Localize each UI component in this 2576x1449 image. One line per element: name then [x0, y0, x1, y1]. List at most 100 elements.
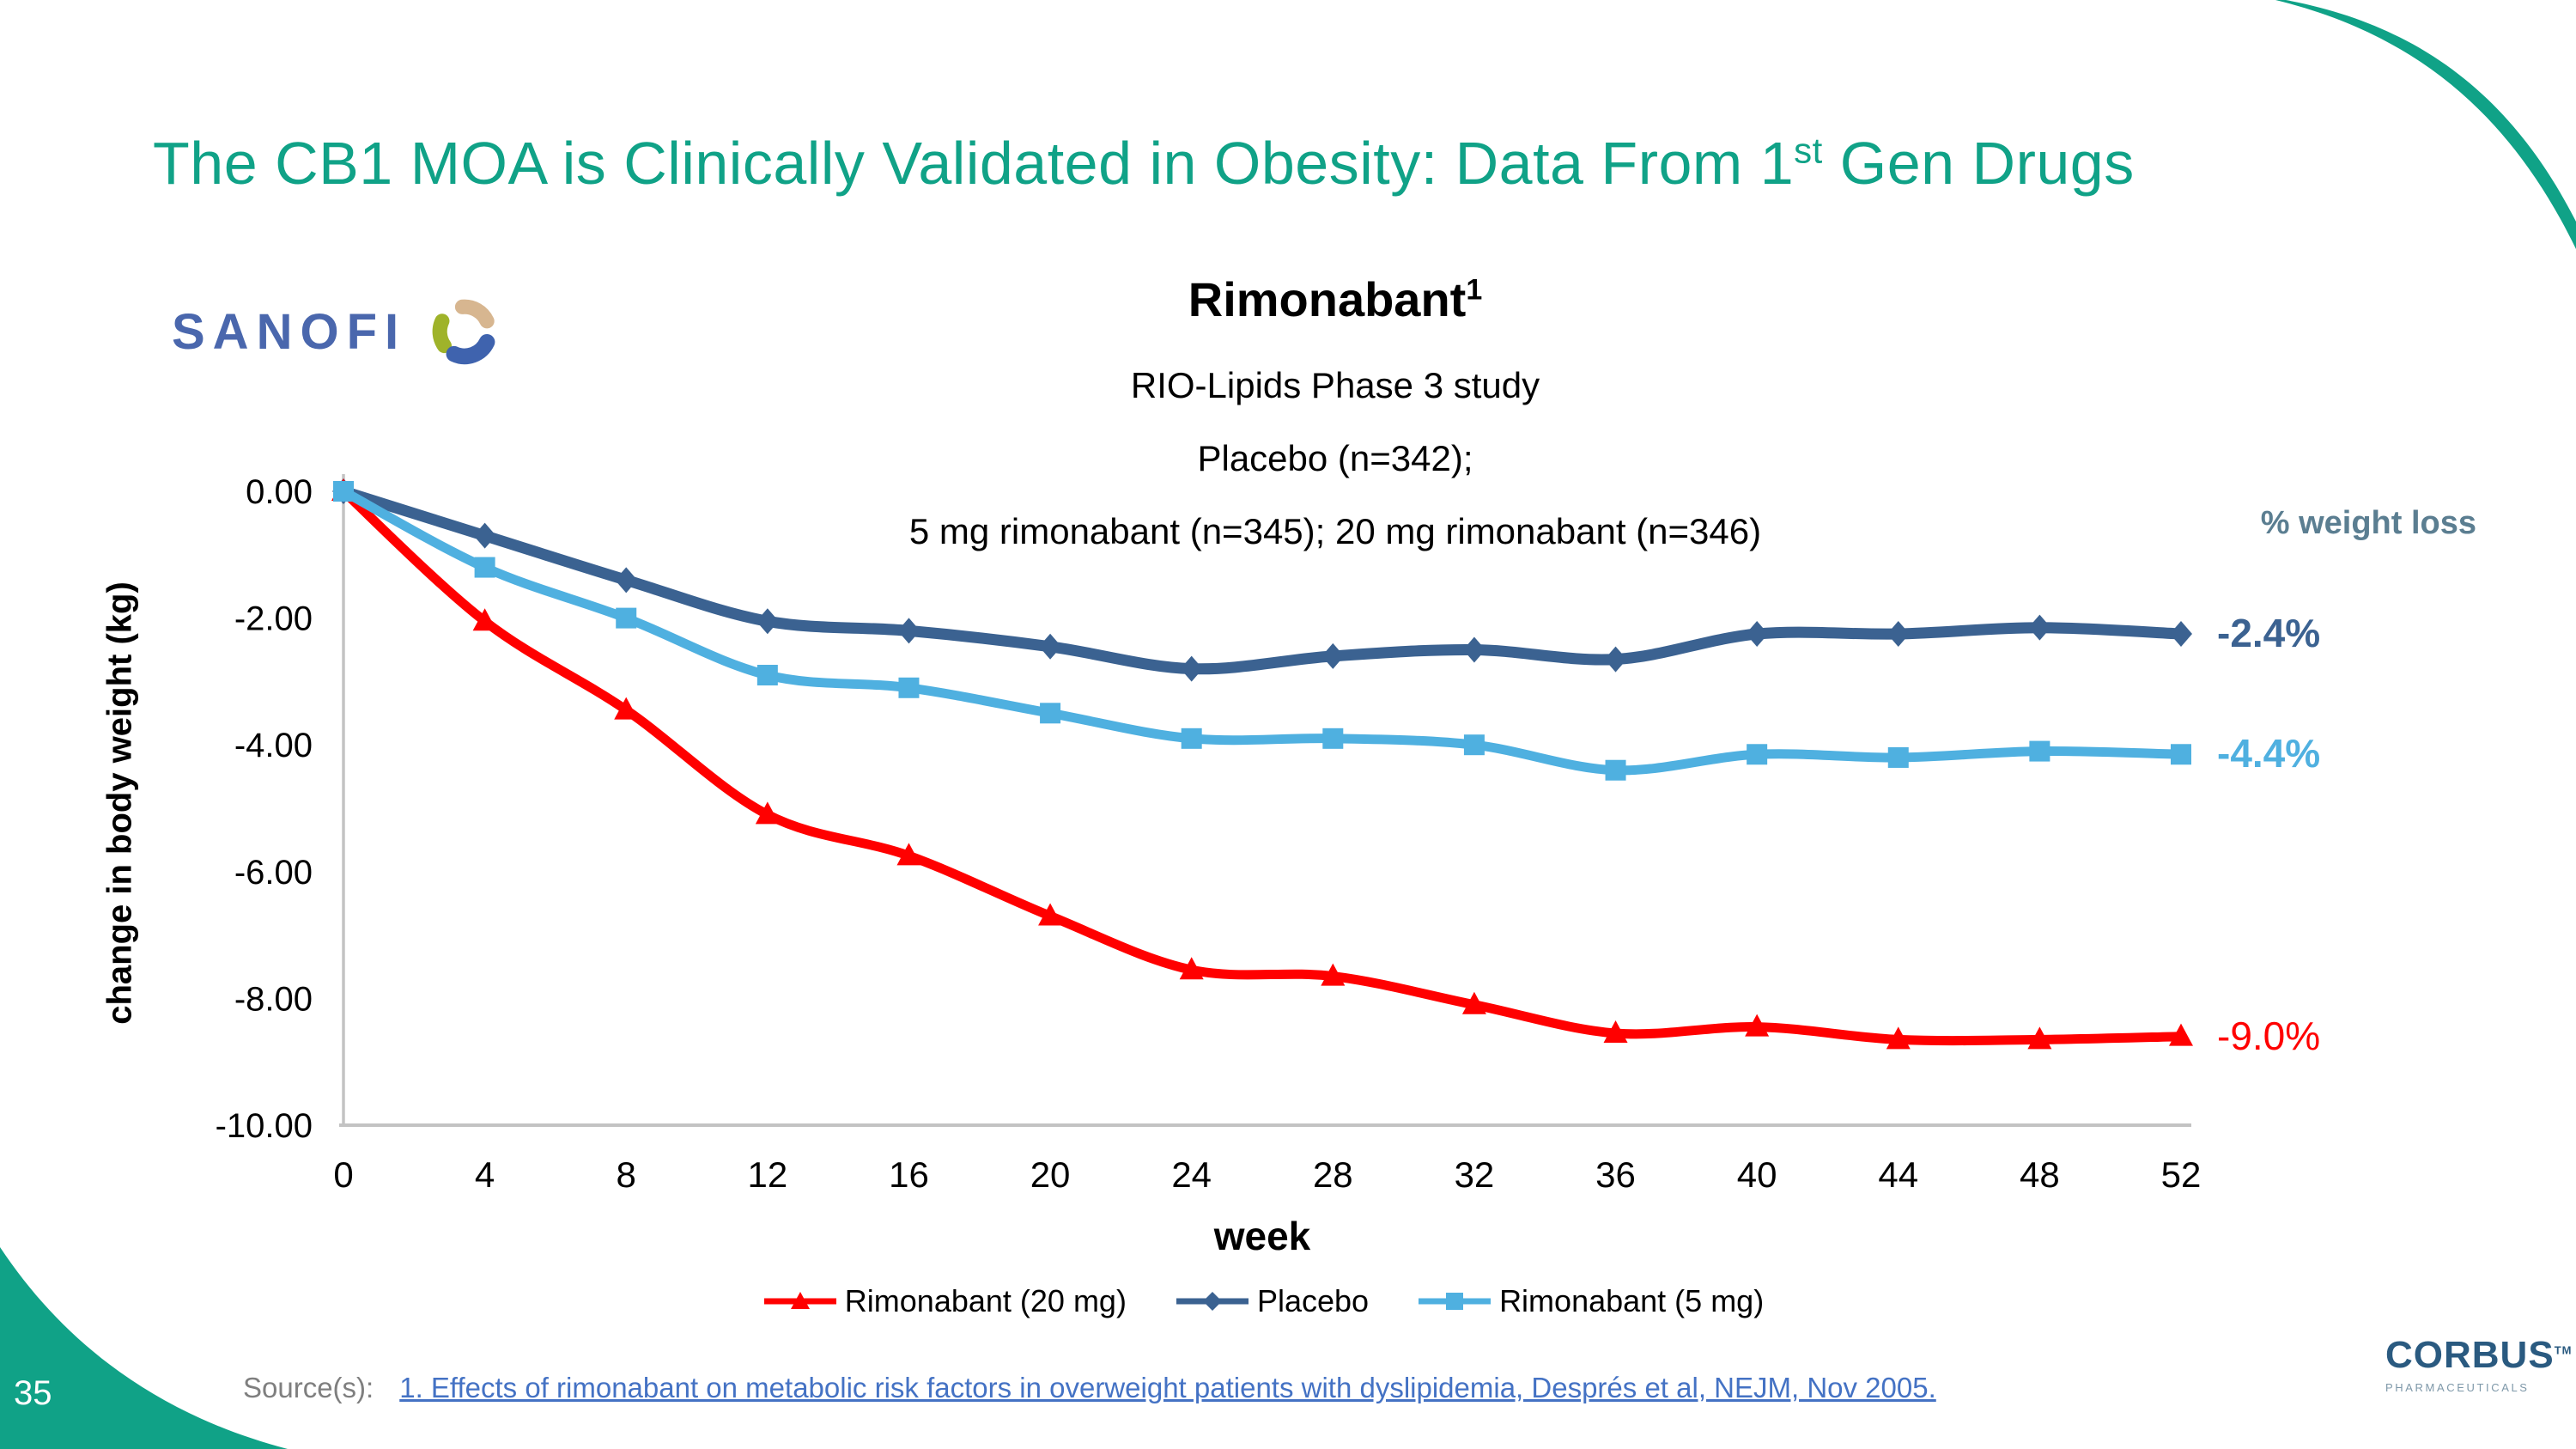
y-tick-label: -2.00 [234, 600, 313, 638]
corbus-logo: CORBUSTM PHARMACEUTICALS [2385, 1336, 2576, 1438]
legend-item: Rimonabant (20 mg) [761, 1283, 1127, 1319]
chart-subtitle-placebo-n: Placebo (n=342); [1197, 438, 1473, 478]
data-point-marker [2028, 614, 2051, 641]
data-point-marker [1180, 655, 1203, 682]
data-point-marker [333, 481, 354, 502]
source-link[interactable]: 1. Effects of rimonabant on metabolic ri… [399, 1372, 1936, 1403]
legend-item: Placebo [1173, 1283, 1369, 1319]
data-point-marker [1463, 734, 1485, 756]
percent-weight-loss-label: % weight loss [2260, 505, 2476, 541]
slide-title-text: The CB1 MOA is Clinically Validated in O… [153, 130, 1795, 197]
data-point-marker [1181, 728, 1202, 749]
data-point-marker [1886, 621, 1910, 648]
page-number: 35 [14, 1374, 52, 1412]
chart-subtitle-study: RIO-Lipids Phase 3 study [1130, 365, 1540, 405]
x-tick-label: 4 [475, 1154, 495, 1195]
data-point-marker [614, 697, 639, 720]
data-point-marker [1605, 759, 1626, 781]
x-tick-label: 8 [617, 1154, 636, 1195]
sanofi-logo-text: SANOFI [172, 303, 407, 360]
x-tick-label: 12 [747, 1154, 787, 1195]
chart-title: Rimonabant1 [605, 271, 2065, 327]
chart-legend: Rimonabant (20 mg) Placebo Rimonabant (5 m… [343, 1283, 2181, 1319]
corbus-logo-text: CORBUSTM PHARMACEUTICALS [2385, 1336, 2572, 1395]
x-tick-label: 0 [333, 1154, 353, 1195]
legend-marker-icon [1176, 1292, 1249, 1311]
data-point-marker [2027, 1026, 2052, 1050]
data-point-marker [1887, 746, 1909, 768]
corbus-name-text: CORBUS [2385, 1334, 2555, 1376]
data-point-marker [1604, 646, 1627, 673]
data-point-marker [1179, 957, 1204, 980]
data-point-marker [756, 608, 779, 635]
x-tick-label: 40 [1737, 1154, 1777, 1195]
data-point-marker [755, 801, 780, 825]
data-point-marker [1745, 1014, 1770, 1037]
corbus-figure-icon [2572, 1336, 2576, 1438]
data-point-marker [1746, 621, 1769, 648]
series-end-label: -9.0% [2217, 1013, 2321, 1058]
data-point-marker [2169, 1023, 2193, 1046]
legend-label: Rimonabant (20 mg) [844, 1283, 1127, 1318]
data-point-marker [474, 557, 495, 578]
data-point-marker [898, 677, 920, 698]
data-point-marker [2029, 740, 2050, 762]
data-point-marker [616, 607, 637, 629]
y-tick-label: -6.00 [234, 854, 313, 892]
legend-item: Rimonabant (5 mg) [1415, 1283, 1764, 1319]
x-tick-label: 16 [889, 1154, 929, 1195]
data-point-marker [1461, 991, 1486, 1014]
data-point-marker [1038, 903, 1063, 926]
x-tick-label: 28 [1313, 1154, 1353, 1195]
chart-header: Rimonabant1 RIO-Lipids Phase 3 study Pla… [605, 271, 2065, 584]
slide-title: The CB1 MOA is Clinically Validated in O… [153, 129, 2135, 198]
y-tick-label: -4.00 [234, 727, 313, 764]
legend-label: Placebo [1256, 1283, 1370, 1318]
series-end-label: -4.4% [2217, 731, 2321, 776]
data-point-marker [1462, 636, 1485, 663]
x-tick-label: 24 [1171, 1154, 1212, 1195]
corbus-trademark: TM [2554, 1343, 2573, 1357]
x-tick-label: 44 [1878, 1154, 1918, 1195]
y-tick-label: 0.00 [246, 473, 313, 511]
corbus-subtitle: PHARMACEUTICALS [2385, 1381, 2530, 1394]
chart-subtitle-doses-n: 5 mg rimonabant (n=345); 20 mg rimonaban… [908, 511, 1762, 551]
x-axis-title: week [1213, 1214, 1311, 1258]
series-end-label: -2.4% [2217, 611, 2321, 656]
x-tick-label: 36 [1595, 1154, 1636, 1195]
slide-title-superscript: st [1794, 130, 1823, 171]
data-point-marker [2170, 621, 2192, 648]
legend-label: Rimonabant (5 mg) [1499, 1283, 1765, 1318]
data-point-marker [1322, 728, 1344, 749]
x-tick-label: 48 [2020, 1154, 2060, 1195]
sanofi-swirl-icon [432, 299, 495, 365]
data-point-marker [1747, 744, 1768, 765]
data-point-marker [615, 567, 638, 594]
y-tick-label: -8.00 [234, 980, 313, 1018]
y-tick-label: -10.00 [216, 1107, 313, 1145]
corbus-name: CORBUSTM [2385, 1336, 2572, 1374]
data-point-marker [756, 665, 778, 686]
source-line: Source(s): 1. Effects of rimonabant on me… [243, 1372, 1936, 1404]
data-point-marker [1321, 642, 1345, 669]
data-point-marker [473, 522, 496, 549]
chart-title-text: Rimonabant [1188, 272, 1467, 326]
slide-title-text-end: Gen Drugs [1822, 130, 2135, 197]
x-tick-label: 20 [1030, 1154, 1071, 1195]
x-tick-label: 52 [2161, 1154, 2202, 1195]
chart-title-superscript: 1 [1466, 273, 1483, 307]
sanofi-logo: SANOFI [172, 290, 506, 373]
data-point-marker [1040, 703, 1061, 724]
legend-marker-icon [763, 1292, 836, 1309]
data-point-marker [1039, 633, 1062, 660]
data-point-marker [1321, 963, 1346, 986]
data-point-marker [897, 618, 920, 644]
data-point-marker [1603, 1020, 1628, 1043]
data-point-marker [472, 608, 497, 631]
data-point-marker [2171, 744, 2191, 765]
data-point-marker [896, 843, 921, 866]
source-label: Source(s): [243, 1372, 374, 1403]
legend-marker-icon [1419, 1293, 1492, 1310]
